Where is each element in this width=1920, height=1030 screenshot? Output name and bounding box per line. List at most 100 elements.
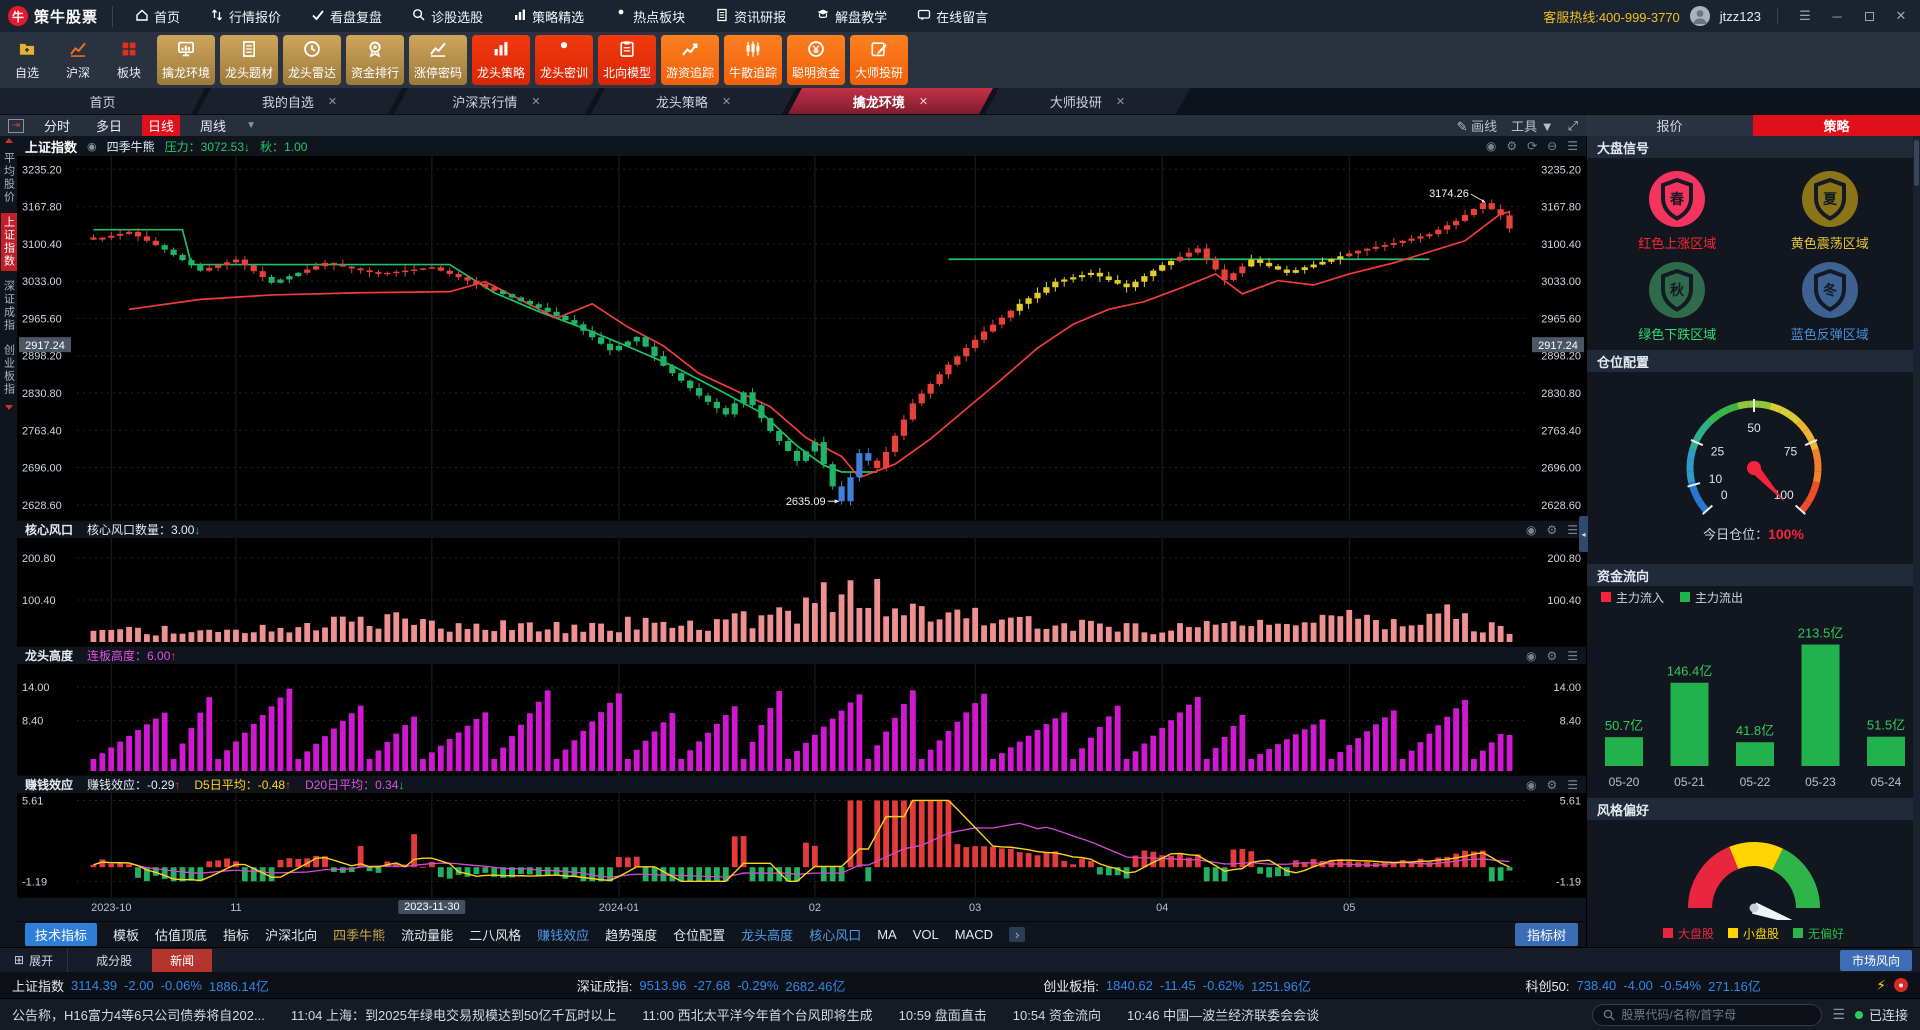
toolbar-板块[interactable]: 板块: [106, 35, 152, 85]
gear-icon[interactable]: ⚙: [1546, 523, 1557, 537]
indicator-tab-核心风口[interactable]: 核心风口: [809, 925, 861, 944]
dot-circle-icon[interactable]: ◉: [1486, 139, 1496, 153]
indicator-tab-估值顶底[interactable]: 估值顶底: [155, 925, 207, 944]
toolbar-龙头策略[interactable]: 龙头策略: [472, 35, 530, 85]
indicator-tab-二八风格[interactable]: 二八风格: [469, 925, 521, 944]
menu-icon[interactable]: ☰: [1567, 778, 1578, 792]
close-tab-icon[interactable]: ✕: [722, 95, 731, 108]
toolbar-北向模型[interactable]: 北向模型: [598, 35, 656, 85]
indicator-tab-龙头高度[interactable]: 龙头高度: [741, 925, 793, 944]
indicator-tab-仓位配置[interactable]: 仓位配置: [673, 925, 725, 944]
indicator-tab-沪深北向[interactable]: 沪深北向: [265, 925, 317, 944]
indicator-tab-流动量能[interactable]: 流动量能: [401, 925, 453, 944]
index-quote-1[interactable]: 深证成指:9513.96-27.68-0.29%2682.46亿: [478, 976, 944, 995]
indicator-tab-MACD[interactable]: MACD: [955, 927, 993, 942]
market-wind-button[interactable]: 市场风向: [1840, 950, 1912, 971]
dot-circle-icon[interactable]: ◉: [1526, 778, 1536, 792]
toolbar-自选[interactable]: 自选: [4, 35, 50, 85]
restore-button[interactable]: [1858, 9, 1880, 24]
indicator-tab-赚钱效应[interactable]: 赚钱效应: [537, 925, 589, 944]
close-tab-icon[interactable]: ✕: [531, 95, 540, 108]
menu-item-2[interactable]: 看盘复盘: [311, 7, 382, 26]
draw-line-button[interactable]: ✎ 画线: [1457, 116, 1498, 135]
strip-scroll-up[interactable]: [5, 138, 13, 143]
bottom-tab-新闻[interactable]: 新闻: [152, 949, 212, 972]
toolbar-牛散追踪[interactable]: 牛散追踪: [724, 35, 782, 85]
alert-icon[interactable]: ●: [1894, 978, 1908, 992]
news-item[interactable]: 公告称，H16富力4等6只公司债券将自202...: [12, 1005, 265, 1024]
news-item[interactable]: 10:46 中国—波兰经济联委会会谈: [1127, 1005, 1319, 1024]
panel-collapse-handle[interactable]: ◂: [1579, 516, 1588, 552]
close-button[interactable]: ✕: [1890, 8, 1912, 24]
menu-item-5[interactable]: 热点板块: [614, 7, 685, 26]
doc-tab-擒龙环境[interactable]: 擒龙环境✕: [788, 88, 993, 114]
toolbar-龙头密训[interactable]: 龙头密训: [535, 35, 593, 85]
collapse-left-icon[interactable]: ⇥: [8, 119, 24, 133]
leader-height-chart[interactable]: 14.0014.008.408.40: [17, 664, 1586, 775]
scrollbar-thumb[interactable]: [1914, 140, 1919, 186]
doc-tab-龙头策略[interactable]: 龙头策略✕: [591, 88, 796, 114]
toolbar-龙头雷达[interactable]: 龙头雷达: [283, 35, 341, 85]
doc-tab-大师投研[interactable]: 大师投研✕: [985, 88, 1190, 114]
index-quote-3[interactable]: 科创50:738.40-4.00-0.54%271.16亿: [1410, 976, 1876, 995]
gear-icon[interactable]: ⚙: [1546, 649, 1557, 663]
panel-scrollbar[interactable]: [1913, 136, 1920, 947]
news-item[interactable]: 11:00 西北太平洋今年首个台风即将生成: [642, 1005, 872, 1024]
fullscreen-icon[interactable]: ⤢: [1568, 118, 1578, 134]
dot-circle-icon[interactable]: ◉: [1526, 523, 1536, 537]
toolbar-大师投研[interactable]: 大师投研: [850, 35, 908, 85]
core-windgap-chart[interactable]: 200.80200.80100.40100.40: [17, 538, 1586, 646]
lightning-icon[interactable]: ⚡: [1876, 977, 1886, 994]
period-分时[interactable]: 分时: [38, 115, 76, 136]
index-quote-0[interactable]: 上证指数3114.39-2.00-0.06%1886.14亿: [12, 976, 478, 995]
indicator-tab-四季牛熊[interactable]: 四季牛熊: [333, 925, 385, 944]
minimize-button[interactable]: ─: [1826, 9, 1848, 24]
menu-item-6[interactable]: 资讯研报: [715, 7, 786, 26]
menu-icon[interactable]: ☰: [1567, 139, 1578, 153]
season-badge-冬[interactable]: 冬蓝色反弹区域: [1754, 257, 1907, 348]
strip-平均股价[interactable]: 平均股价: [1, 149, 17, 207]
menu-item-0[interactable]: 首页: [135, 7, 180, 26]
indicator-tab-技术指标[interactable]: 技术指标: [25, 923, 97, 946]
toolbar-沪深[interactable]: 沪深: [55, 35, 101, 85]
dot-circle-icon[interactable]: ◉: [1526, 649, 1536, 663]
menu-item-3[interactable]: 诊股选股: [412, 7, 483, 26]
season-badge-春[interactable]: 春红色上涨区域: [1601, 166, 1754, 257]
search-input[interactable]: [1621, 1008, 1801, 1022]
expand-button[interactable]: ⊞展开: [0, 948, 68, 972]
period-多日[interactable]: 多日: [90, 115, 128, 136]
menu-item-8[interactable]: 在线留言: [917, 7, 988, 26]
close-tab-icon[interactable]: ✕: [328, 95, 337, 108]
news-item[interactable]: 11:04 上海：到2025年绿电交易规模达到50亿千瓦时以上: [291, 1005, 617, 1024]
menu-list-icon[interactable]: ☰: [1794, 8, 1816, 24]
toolbar-擒龙环境[interactable]: 擒龙环境: [157, 35, 215, 85]
toolbar-资金排行[interactable]: 资金排行: [346, 35, 404, 85]
dropdown-arrow-icon[interactable]: ▼: [246, 120, 256, 131]
strip-创业板指[interactable]: 创业板指: [1, 341, 17, 399]
list-icon[interactable]: ☰: [1832, 1006, 1845, 1023]
main-candlestick-chart[interactable]: 3235.203235.203167.803167.803100.403100.…: [17, 156, 1586, 520]
menu-icon[interactable]: ☰: [1567, 523, 1578, 537]
season-badge-秋[interactable]: 秋绿色下跌区域: [1601, 257, 1754, 348]
tab-strategy[interactable]: 策略: [1753, 115, 1920, 136]
indicator-tab-趋势强度[interactable]: 趋势强度: [605, 925, 657, 944]
tab-quote[interactable]: 报价: [1586, 115, 1753, 136]
indicator-tab-模板[interactable]: 模板: [113, 925, 139, 944]
indicator-tab-指标[interactable]: 指标: [223, 925, 249, 944]
more-indicators-icon[interactable]: ›: [1009, 927, 1025, 942]
toolbar-聪明资金[interactable]: 聪明资金: [787, 35, 845, 85]
strip-scroll-down[interactable]: [5, 405, 13, 410]
tools-button[interactable]: 工具 ▼: [1511, 116, 1553, 135]
toolbar-龙头题材[interactable]: 龙头题材: [220, 35, 278, 85]
strip-深证成指[interactable]: 深证成指: [1, 277, 17, 335]
period-周线[interactable]: 周线: [194, 115, 232, 136]
news-item[interactable]: 10:54 资金流向: [1013, 1005, 1101, 1024]
menu-item-4[interactable]: 策略精选: [513, 7, 584, 26]
stock-search[interactable]: [1592, 1004, 1822, 1026]
overlay-toggle-icon[interactable]: ◉: [87, 140, 97, 153]
avatar[interactable]: [1690, 6, 1710, 26]
doc-tab-我的自选[interactable]: 我的自选✕: [197, 88, 402, 114]
username[interactable]: jtzz123: [1720, 9, 1761, 24]
menu-item-7[interactable]: 解盘教学: [816, 7, 887, 26]
season-badge-夏[interactable]: 夏黄色震荡区域: [1754, 166, 1907, 257]
